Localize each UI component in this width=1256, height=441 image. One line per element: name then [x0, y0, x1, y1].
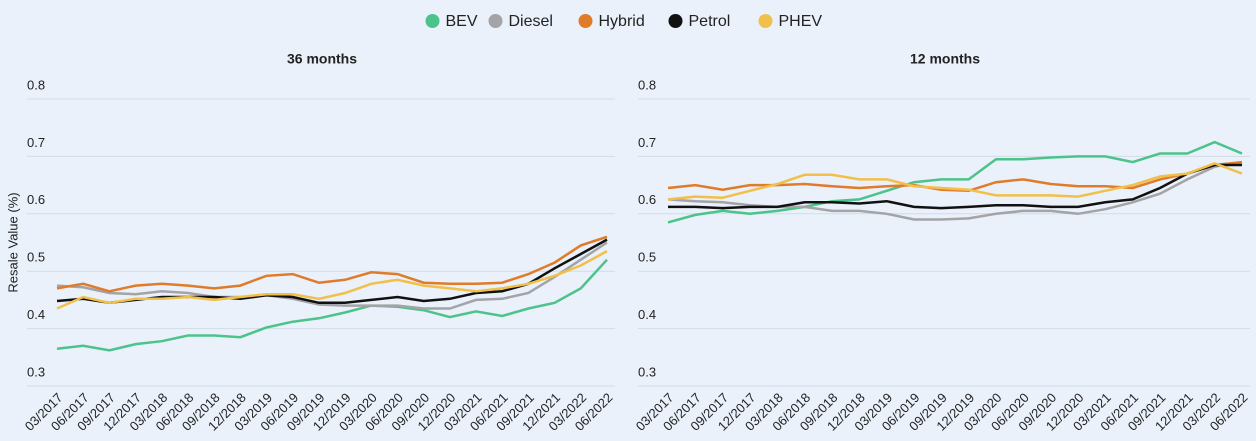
y-tick-label: 0.7 [638, 135, 656, 150]
y-tick-label: 0.8 [638, 77, 656, 92]
y-tick-label: 0.6 [27, 192, 45, 207]
legend-label: BEV [446, 13, 478, 30]
legend-marker [668, 14, 683, 28]
series-line [667, 160, 1243, 193]
y-tick-label: 0.4 [638, 307, 656, 322]
series-line [56, 258, 608, 352]
y-tick-label: 0.5 [638, 250, 656, 265]
legend-marker [758, 14, 773, 28]
legend-marker [578, 14, 593, 28]
legend-marker [488, 14, 503, 28]
series-line [667, 161, 1243, 201]
series-line [668, 163, 1242, 210]
series-line [667, 140, 1243, 224]
series-line [56, 235, 608, 293]
y-tick-label: 0.7 [27, 135, 45, 150]
legend-label: Diesel [509, 13, 553, 30]
legend-marker [425, 14, 440, 28]
y-axis-title: Resale Value (%) [5, 192, 20, 292]
y-tick-label: 0.4 [27, 307, 45, 322]
y-tick-label: 0.3 [638, 364, 656, 379]
chart-title: 36 months [287, 51, 357, 67]
y-tick-label: 0.8 [27, 77, 45, 92]
legend-label: Petrol [689, 13, 731, 30]
y-tick-label: 0.5 [27, 250, 45, 265]
y-tick-label: 0.6 [638, 192, 656, 207]
series-line [56, 241, 608, 310]
y-tick-label: 0.3 [27, 364, 45, 379]
chart-title: 12 months [910, 51, 980, 67]
legend-label: PHEV [779, 13, 823, 30]
series-line [56, 250, 608, 310]
legend-label: Hybrid [599, 13, 645, 30]
